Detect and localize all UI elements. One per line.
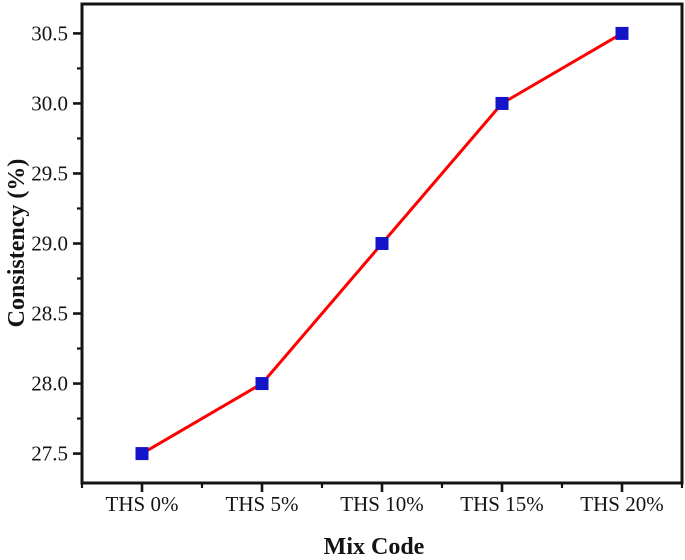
y-tick-label: 30.5 — [31, 21, 68, 45]
plot-area: 27.5 28.0 28.5 29.0 29.5 30.0 30.5 THS 0% THS 5%… — [31, 2, 684, 516]
x-tick-label: THS 10% — [340, 492, 423, 516]
x-tick-label: THS 0% — [106, 492, 179, 516]
data-point-marker — [255, 377, 269, 391]
data-point-marker — [615, 26, 629, 40]
y-tick-label: 30.0 — [31, 91, 68, 115]
y-tick-label: 28.0 — [31, 372, 68, 396]
data-point-marker — [495, 96, 509, 110]
x-tick-label: THS 20% — [580, 492, 663, 516]
y-tick-label: 29.0 — [31, 232, 68, 256]
data-point-marker — [135, 447, 149, 461]
y-tick-label: 28.5 — [31, 302, 68, 326]
data-point-marker — [375, 237, 389, 250]
x-tick-label: THS 5% — [226, 492, 299, 516]
y-axis-title: Consistency (%) — [4, 159, 30, 328]
y-tick-label: 29.5 — [31, 161, 68, 185]
x-tick-label: THS 15% — [460, 492, 543, 516]
y-tick-label: 27.5 — [31, 442, 68, 466]
x-axis-title: Mix Code — [324, 534, 425, 560]
